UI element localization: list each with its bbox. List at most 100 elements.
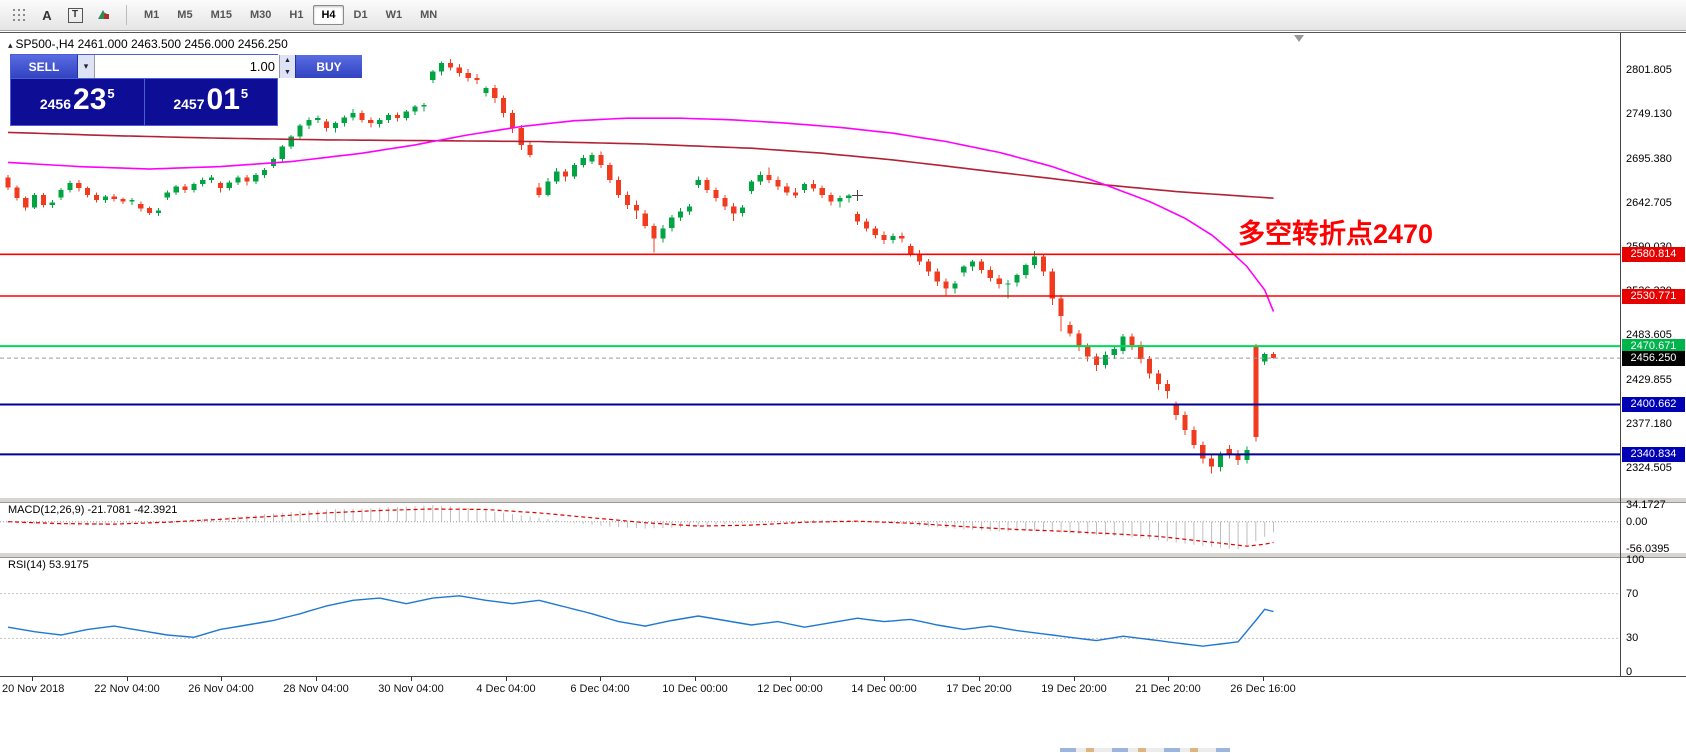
- rsi-value: 53.9175: [48, 559, 89, 571]
- ask-price-small: 2457: [173, 96, 205, 112]
- time-label: 20 Nov 2018: [2, 683, 65, 695]
- rsi-canvas[interactable]: [0, 556, 1620, 676]
- chart-macd-splitter[interactable]: [0, 497, 1686, 503]
- time-tick: [1074, 677, 1075, 681]
- time-label: 14 Dec 00:00: [851, 683, 917, 695]
- time-label: 12 Dec 00:00: [757, 683, 823, 695]
- time-tick: [979, 677, 980, 681]
- rsi-axis-label: 70: [1626, 587, 1639, 600]
- timeframe-button-h4[interactable]: H4: [313, 5, 344, 25]
- macd-axis-label: 0.00: [1626, 515, 1648, 528]
- chart-symbol-info: ▴ SP500-,H4 2461.000 2463.500 2456.000 24…: [8, 37, 288, 51]
- price-tick: 2324.505: [1626, 462, 1672, 474]
- spinner-up-icon[interactable]: ▲: [284, 57, 291, 65]
- price-tick: 2483.605: [1626, 329, 1672, 342]
- price-axis[interactable]: 2801.8052749.1302695.3802642.7052590.030…: [1621, 33, 1686, 700]
- time-label: 6 Dec 04:00: [570, 683, 630, 695]
- volume-input[interactable]: [95, 55, 279, 78]
- ask-price[interactable]: 2457 01 5: [143, 79, 278, 125]
- toolbar-separator: [126, 5, 127, 25]
- sell-button[interactable]: SELL: [11, 55, 77, 78]
- letter-t-icon: T: [67, 7, 83, 23]
- time-tick: [411, 677, 412, 681]
- time-label: 30 Nov 04:00: [378, 683, 444, 695]
- timeframe-group: M1 M5 M15 M30 H1 H4 D1 W1 MN: [135, 5, 446, 25]
- volume-spinner[interactable]: ▲ ▼: [279, 55, 295, 78]
- bid-price-big: 23: [73, 83, 107, 116]
- time-label: 4 Dec 04:00: [476, 683, 536, 695]
- price-axis-line: [1620, 33, 1621, 700]
- time-tick: [695, 677, 696, 681]
- price-badge: 2580.814: [1622, 246, 1685, 262]
- time-tick: [884, 677, 885, 681]
- time-label: 17 Dec 20:00: [946, 683, 1012, 695]
- bid-price-sup: 5: [107, 86, 115, 101]
- macd-rsi-splitter[interactable]: [0, 552, 1686, 558]
- time-label: 10 Dec 00:00: [662, 683, 728, 695]
- chart-top-border: [0, 32, 1686, 33]
- timeframe-button-w1[interactable]: W1: [385, 9, 403, 21]
- price-tick: 2642.705: [1626, 196, 1672, 209]
- letter-a-icon: A: [42, 7, 52, 23]
- price-tick: 2801.805: [1626, 64, 1672, 76]
- time-tick: [1168, 677, 1169, 681]
- rsi-axis-label: 0: [1626, 666, 1633, 678]
- rsi-label: RSI(14) 53.9175: [8, 559, 89, 571]
- rsi-axis-label: 100: [1626, 554, 1645, 566]
- rsi-axis-label: 30: [1626, 632, 1639, 645]
- ask-price-sup: 5: [240, 86, 249, 101]
- timeframe-button-mn[interactable]: MN: [420, 9, 438, 21]
- crosshair-icon: [13, 9, 25, 21]
- volume-control: ▾ ▲▼: [77, 55, 296, 78]
- time-label: 19 Dec 20:00: [1041, 683, 1107, 695]
- timeframe-button-d1[interactable]: D1: [353, 9, 368, 21]
- timeframe-button-h1[interactable]: H1: [289, 9, 304, 21]
- price-badge: 2530.771: [1622, 288, 1685, 304]
- timeframe-button-m1[interactable]: M1: [144, 9, 160, 21]
- time-tick: [221, 677, 222, 681]
- time-tick: [790, 677, 791, 681]
- price-tick: 2429.855: [1626, 374, 1672, 387]
- price-badge: 2470.671: [1622, 338, 1685, 354]
- timeframe-button-m5[interactable]: M5: [177, 9, 193, 21]
- macd-value-main: -21.7081: [87, 504, 131, 516]
- time-axis[interactable]: 20 Nov 2018 22 Nov 04:00 26 Nov 04:00 28 No…: [0, 676, 1686, 701]
- time-tick: [506, 677, 507, 681]
- macd-axis-label: -56.0395: [1626, 543, 1670, 556]
- spinner-down-icon[interactable]: ▼: [284, 68, 291, 76]
- time-tick: [127, 677, 128, 681]
- text-label-tool-button[interactable]: T: [62, 4, 88, 26]
- bid-price[interactable]: 2456 23 5: [11, 79, 144, 125]
- shapes-icon: [97, 10, 109, 19]
- buy-button[interactable]: BUY: [296, 55, 362, 78]
- time-label: 21 Dec 20:00: [1135, 683, 1201, 695]
- mouse-cursor: [852, 190, 863, 201]
- volume-dropdown-arrow-icon[interactable]: ▾: [78, 55, 95, 78]
- text-tool-button[interactable]: A: [34, 4, 60, 26]
- symbol-ohlc-text: SP500-,H4 2461.000 2463.500 2456.000 245…: [15, 37, 288, 51]
- time-tick: [1263, 677, 1264, 681]
- price-badge: 2340.834: [1622, 446, 1685, 462]
- time-tick: [600, 677, 601, 681]
- time-tick: [32, 677, 33, 681]
- time-label: 26 Dec 16:00: [1230, 683, 1296, 695]
- crosshair-tool-button[interactable]: [6, 4, 32, 26]
- timeframe-button-m30[interactable]: M30: [249, 9, 272, 21]
- price-badge: 2400.662: [1622, 397, 1685, 412]
- timeframe-button-m15[interactable]: M15: [210, 9, 232, 21]
- time-label: 28 Nov 04:00: [283, 683, 349, 695]
- chart-shift-marker-icon: [1294, 35, 1304, 42]
- price-badge: 2456.250: [1622, 350, 1685, 366]
- macd-canvas[interactable]: [0, 501, 1620, 552]
- bid-price-small: 2456: [39, 96, 72, 112]
- macd-label: MACD(12,26,9) -21.7081 -42.3921: [8, 504, 178, 516]
- price-tick: 2377.180: [1626, 418, 1672, 431]
- taskbar-peek: [1060, 748, 1230, 752]
- main-chart-canvas[interactable]: [0, 33, 1620, 497]
- price-tick: 2695.380: [1626, 152, 1672, 165]
- shapes-tool-button[interactable]: ▾: [90, 4, 116, 26]
- price-annotation[interactable]: 多空转折点2470: [1238, 219, 1434, 249]
- time-tick: [316, 677, 317, 681]
